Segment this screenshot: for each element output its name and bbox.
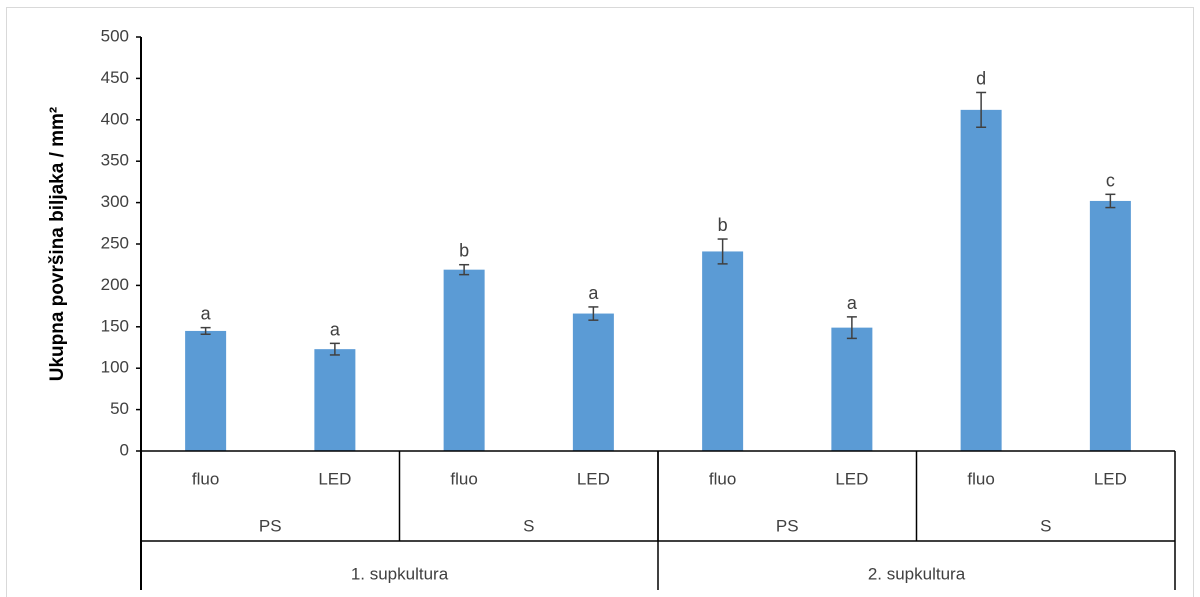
supergroup-label: 2. supkultura: [868, 564, 966, 583]
significance-label: a: [201, 304, 212, 324]
significance-label: b: [459, 241, 469, 261]
category-label: fluo: [709, 469, 736, 488]
group-label: PS: [776, 516, 799, 535]
y-tick-label: 300: [101, 192, 129, 211]
category-label: LED: [835, 469, 868, 488]
y-tick-label: 200: [101, 275, 129, 294]
group-label: S: [523, 516, 534, 535]
significance-label: d: [976, 68, 986, 88]
y-tick-label: 450: [101, 68, 129, 87]
y-tick-label: 100: [101, 358, 129, 377]
category-label: LED: [577, 469, 610, 488]
significance-label: a: [330, 319, 341, 339]
category-label: LED: [318, 469, 351, 488]
significance-label: c: [1106, 170, 1115, 190]
group-label: PS: [259, 516, 282, 535]
y-tick-label: 250: [101, 233, 129, 252]
y-tick-label: 350: [101, 151, 129, 170]
bar: [831, 327, 873, 451]
bar: [960, 109, 1002, 451]
bar: [185, 330, 227, 451]
group-label: S: [1040, 516, 1051, 535]
significance-label: a: [588, 283, 599, 303]
bar: [314, 349, 356, 451]
bar: [443, 269, 485, 451]
significance-label: a: [847, 293, 858, 313]
y-tick-label: 0: [120, 440, 129, 459]
category-label: fluo: [192, 469, 219, 488]
category-label: LED: [1094, 469, 1127, 488]
bar: [1089, 200, 1131, 451]
y-tick-label: 50: [110, 399, 129, 418]
bar: [702, 251, 744, 451]
y-tick-label: 400: [101, 109, 129, 128]
supergroup-label: 1. supkultura: [351, 564, 449, 583]
category-label: fluo: [450, 469, 477, 488]
category-label: fluo: [967, 469, 994, 488]
y-axis-title: Ukupna površina biljaka / mm²: [47, 107, 68, 382]
y-tick-label: 500: [101, 26, 129, 45]
y-tick-label: 150: [101, 316, 129, 335]
significance-label: b: [718, 215, 728, 235]
bar: [572, 313, 614, 451]
chart-border: [6, 7, 1194, 597]
